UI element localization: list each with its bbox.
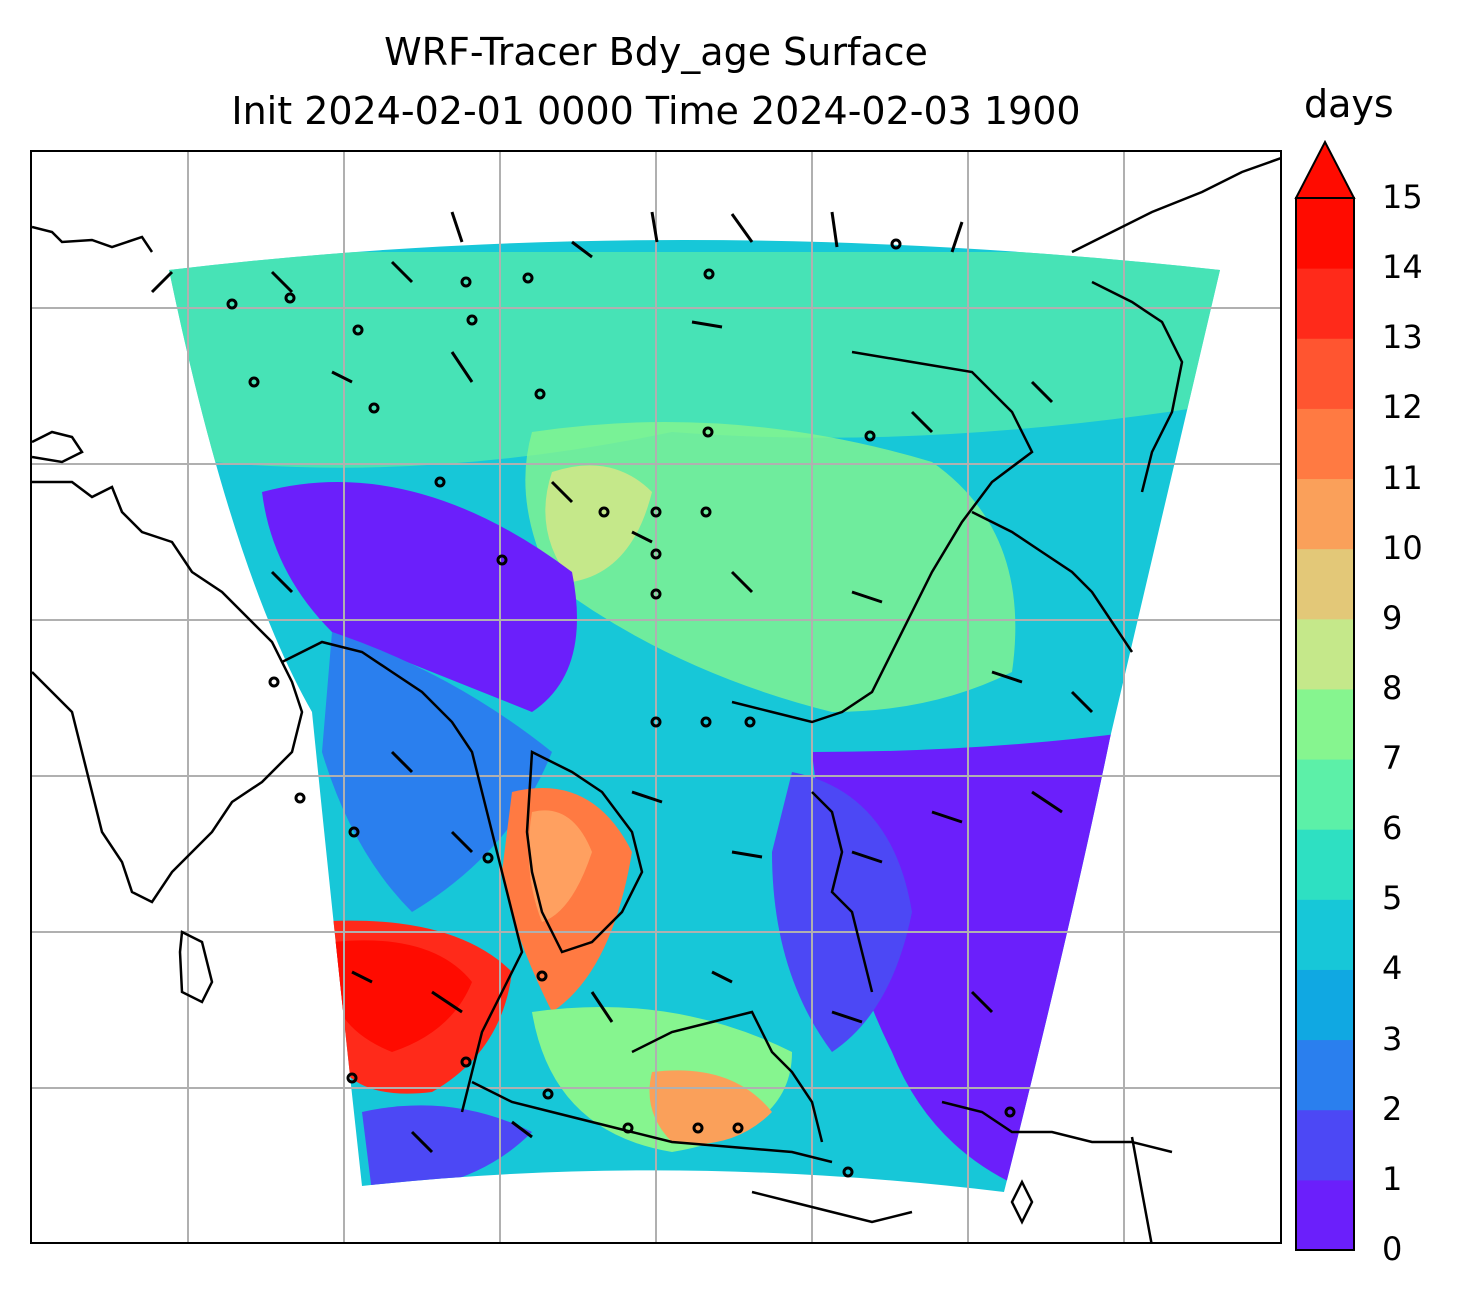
colorbar-tick-label: 13 <box>1382 318 1423 357</box>
colorbar-tick-label: 0 <box>1382 1230 1403 1268</box>
colorbar-tick-label: 12 <box>1382 388 1423 427</box>
map-gridlines <box>32 152 1280 1242</box>
colorbar-bin <box>1296 338 1354 409</box>
colorbar-bin <box>1296 829 1354 900</box>
calm-circles <box>226 238 1016 1178</box>
colorbar-tick-label: 15 <box>1382 178 1423 216</box>
colorbar-tick-label: 1 <box>1382 1159 1403 1198</box>
colorbar-tick-label: 9 <box>1382 598 1403 637</box>
colorbar-tick-label: 4 <box>1382 949 1403 988</box>
colorbar-tick-label: 2 <box>1382 1089 1403 1128</box>
plot-title-line1: WRF-Tracer Bdy_age Surface <box>384 30 928 74</box>
colorbar-outline <box>1295 197 1355 1251</box>
colorbar-bin <box>1296 969 1354 1041</box>
coastlines <box>32 157 1280 1242</box>
colorbar-bin <box>1296 1109 1354 1181</box>
colorbar-tick-label: 11 <box>1382 458 1423 497</box>
colorbar-extend-arrow <box>1294 140 1356 199</box>
colorbar-tick-label: 5 <box>1382 879 1403 918</box>
colorbar-bin <box>1296 1039 1354 1111</box>
colorbar-tick-label: 14 <box>1382 248 1423 287</box>
colorbar-tick-label: 6 <box>1382 809 1403 848</box>
colorbar-bin <box>1296 198 1354 269</box>
colorbar-tick-label: 10 <box>1382 528 1423 567</box>
colorbar <box>1294 140 1356 1251</box>
colorbar-tick-label: 3 <box>1382 1019 1403 1058</box>
colorbar-bin <box>1296 688 1354 760</box>
colorbar-bin <box>1296 268 1354 339</box>
plot-title-line2: Init 2024-02-01 0000 Time 2024-02-03 190… <box>231 89 1081 133</box>
colorbar-tick-label: 7 <box>1382 739 1403 778</box>
colorbar-bin <box>1296 759 1354 830</box>
map-canvas <box>32 152 1280 1242</box>
colorbar-bin <box>1296 899 1354 970</box>
colorbar-bin <box>1296 408 1354 480</box>
colorbar-bin <box>1296 1179 1354 1251</box>
colorbar-bin <box>1296 618 1354 690</box>
colorbar-label: days <box>1304 82 1394 126</box>
colorbar-tick-label: 8 <box>1382 668 1403 707</box>
wind-barbs <box>150 211 1094 1154</box>
map-panel[interactable] <box>30 150 1282 1244</box>
colorbar-bin <box>1296 478 1354 550</box>
colorbar-bin <box>1296 548 1354 620</box>
